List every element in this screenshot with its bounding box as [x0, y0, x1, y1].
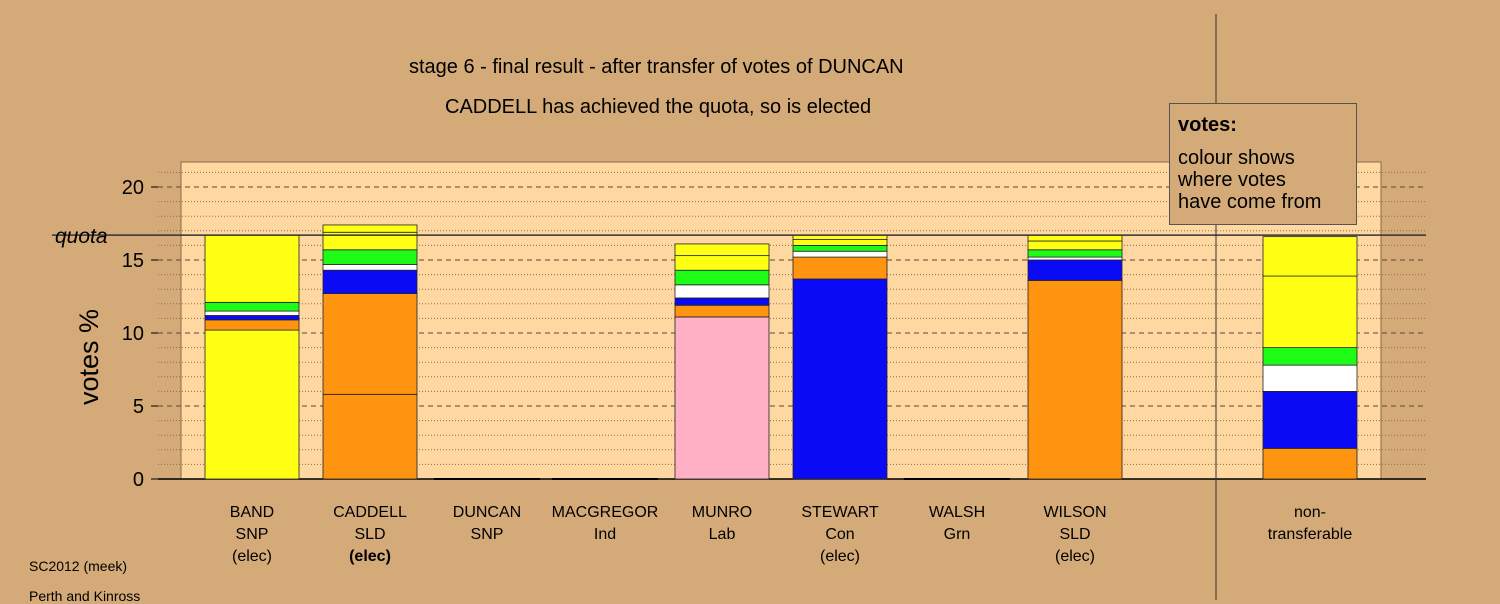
bar-segment-grn: [674, 269, 770, 286]
y-tick-label: 15: [122, 250, 144, 272]
candidate-party-label: Ind: [594, 526, 616, 543]
legend: votes: colour shows where votes have com…: [1169, 103, 1357, 225]
chart-subtitle: CADDELL has achieved the quota, so is el…: [445, 96, 872, 118]
bar-segment-sld: [792, 256, 888, 280]
bar-segment-con: [1027, 259, 1123, 281]
legend-line: where votes: [1178, 169, 1286, 191]
bar-segment-snp: [674, 243, 770, 257]
bar-segment-grn: [1262, 347, 1358, 366]
candidate-name-label: DUNCAN: [453, 504, 521, 521]
bar-segment-sld: [1262, 447, 1358, 480]
y-tick-label: 10: [122, 323, 144, 345]
candidate-name-label: MUNRO: [692, 504, 752, 521]
bar-segment-con: [674, 297, 770, 306]
candidate-status-label: (elec): [349, 548, 391, 565]
bar-segment-con: [204, 315, 300, 321]
bar-segment-ind: [204, 310, 300, 316]
candidate-party-label: Grn: [944, 526, 971, 543]
bar-segment-grn: [792, 244, 888, 252]
candidate-name-label: non-: [1294, 504, 1326, 521]
bar-segment-ind: [1027, 256, 1123, 261]
y-tick-label: 20: [122, 177, 144, 199]
bar-segment-grn: [204, 301, 300, 312]
bar-segment-snp: [322, 224, 418, 233]
candidate-status-label: (elec): [820, 548, 860, 565]
y-tick-label: 0: [133, 469, 144, 491]
candidate-name-label: MACGREGOR: [552, 504, 659, 521]
bar-segment-snp: [1027, 234, 1123, 242]
bar-segment-sld: [322, 393, 418, 480]
bar-segment-con: [322, 269, 418, 294]
bar-segment-sld: [204, 319, 300, 331]
candidate-name-label: WILSON: [1043, 504, 1106, 521]
bar-segment-grn: [1027, 249, 1123, 258]
candidate-name-label: STEWART: [801, 504, 879, 521]
candidate-name-label: WALSH: [929, 504, 985, 521]
legend-line: colour shows: [1178, 147, 1295, 169]
candidate-status-label: (elec): [1055, 548, 1095, 565]
candidate-party-label: Lab: [709, 526, 736, 543]
candidate-party-label: transferable: [1268, 526, 1353, 543]
bar-segment-ind: [674, 284, 770, 299]
bar-segment-grn: [322, 249, 418, 265]
candidate-party-label: SLD: [354, 526, 385, 543]
bar-segment-snp: [204, 234, 300, 303]
candidate-name-label: BAND: [230, 504, 274, 521]
candidate-name-label: CADDELL: [333, 504, 407, 521]
y-tick-label: 5: [133, 396, 144, 418]
bar-segment-sld: [1027, 280, 1123, 480]
bar-segment-sld: [674, 304, 770, 318]
chart-title: stage 6 - final result - after transfer …: [409, 56, 904, 78]
legend-title: votes:: [1178, 114, 1237, 136]
candidate-party-label: Con: [825, 526, 854, 543]
candidate-party-label: SNP: [236, 526, 269, 543]
bar-segment-snp: [792, 239, 888, 246]
bar-segment-con: [1262, 390, 1358, 449]
bar-segment-con: [792, 278, 888, 480]
bar-segment-snp: [1262, 275, 1358, 348]
legend-line: have come from: [1178, 191, 1322, 213]
quota-label: quota: [55, 225, 108, 248]
bar-segment-ind: [1262, 364, 1358, 392]
footer-method: SC2012 (meek): [29, 558, 128, 574]
bar-segment-snp: [1262, 236, 1358, 277]
candidate-party-label: SLD: [1059, 526, 1090, 543]
bar-segment-snp: [1027, 240, 1123, 251]
bar-segment-sld: [322, 293, 418, 395]
bar-segment-ind: [792, 250, 888, 258]
bar-segment-ind: [322, 263, 418, 271]
bar-segment-snp: [674, 255, 770, 271]
candidate-status-label: (elec): [232, 548, 272, 565]
footer-council: Perth and Kinross: [29, 588, 141, 604]
bar-segment-snp: [204, 329, 300, 480]
bar-segment-lab: [674, 316, 770, 480]
y-axis-label: votes %: [74, 309, 104, 405]
candidate-party-label: SNP: [471, 526, 504, 543]
